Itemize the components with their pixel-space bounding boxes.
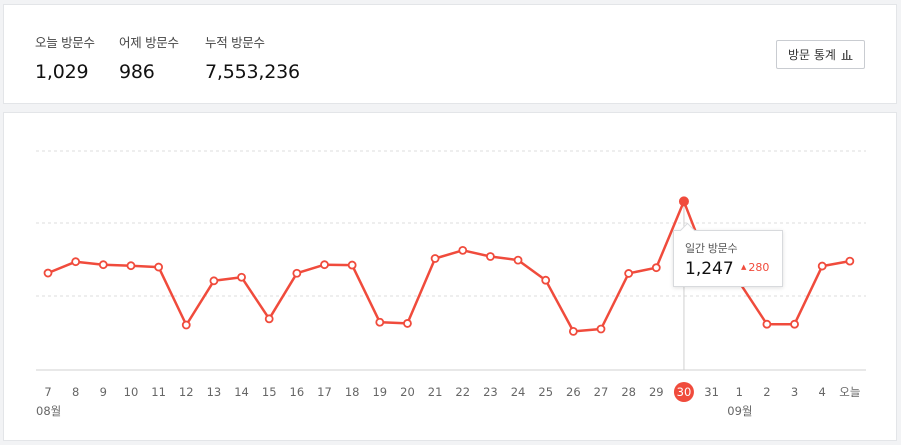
tooltip-label: 일간 방문수 (685, 242, 738, 255)
stat-total-label: 누적 방문수 (205, 35, 265, 50)
data-point (320, 260, 329, 270)
selected-tick-badge (673, 382, 694, 402)
x-tick-label: 14 (234, 385, 249, 399)
data-point (237, 272, 246, 282)
x-tick-label: 8 (72, 385, 79, 399)
chart-tooltip: 일간 방문수 1,247 ▲ 280 (673, 230, 783, 287)
data-point (154, 262, 164, 272)
x-tick-label: 3 (791, 385, 798, 399)
data-point (596, 324, 606, 334)
month-label: 09월 (727, 404, 752, 418)
stat-today-label: 오늘 방문수 (35, 35, 95, 50)
x-tick-label: 29 (649, 385, 664, 399)
data-point (651, 263, 661, 273)
x-tick-label: 12 (179, 385, 194, 399)
x-tick-label: 27 (594, 385, 609, 399)
x-tick-label: 28 (621, 385, 636, 399)
data-point (403, 319, 412, 328)
x-tick-label: 23 (483, 385, 498, 399)
data-point (790, 319, 799, 329)
stat-total-value: 7,553,236 (205, 61, 300, 83)
stat-today: 오늘 방문수 1,029 (35, 32, 95, 83)
x-tick-label: 오늘 (839, 385, 860, 399)
x-tick-label: 13 (207, 385, 222, 399)
data-point (568, 326, 578, 336)
x-tick-label: 21 (428, 385, 443, 399)
x-tick-label: 25 (538, 385, 553, 399)
x-tick-label: 9 (100, 385, 107, 399)
x-tick-label: 22 (455, 385, 470, 399)
bar-chart-icon (841, 50, 853, 60)
x-tick-label: 15 (262, 385, 277, 399)
data-point (485, 252, 495, 261)
data-point (458, 245, 468, 255)
stat-yesterday-value: 986 (119, 61, 155, 83)
x-tick-label: 26 (566, 385, 581, 399)
month-label: 08월 (36, 404, 61, 418)
data-point (209, 276, 219, 286)
x-tick-label: 4 (819, 385, 826, 399)
x-tick-label: 2 (763, 385, 770, 399)
stat-yesterday: 어제 방문수 986 (119, 32, 179, 83)
x-tick-label: 20 (400, 385, 415, 399)
stat-total: 누적 방문수 7,553,236 (205, 32, 300, 83)
data-point (71, 257, 81, 267)
data-point (375, 317, 385, 327)
data-point (126, 261, 136, 271)
data-point (347, 260, 357, 270)
data-point (817, 261, 827, 271)
x-tick-label: 19 (372, 385, 387, 399)
x-tick-label: 17 (317, 385, 332, 399)
data-point (845, 256, 855, 266)
tooltip-delta-value: 280 (748, 261, 770, 274)
x-tick-label: 10 (124, 385, 139, 399)
data-point (430, 254, 440, 263)
data-point (513, 255, 523, 265)
data-point (43, 268, 53, 278)
up-triangle-icon: ▲ (741, 263, 747, 271)
x-tick-label: 16 (290, 385, 305, 399)
chart-panel: 7 8 9 10 11 12 13 14 15 16 17 18 19 20 21 22 23 24 25 26 27 2… (3, 112, 897, 441)
data-point (181, 320, 191, 330)
x-tick-label: 7 (44, 385, 51, 399)
x-tick-label: 11 (151, 385, 166, 399)
data-point-selected (678, 196, 689, 207)
tooltip-value: 1,247 (685, 259, 734, 279)
data-point (624, 269, 634, 278)
data-point (541, 275, 551, 285)
x-tick-label: 31 (704, 385, 719, 399)
x-tick-label: 24 (511, 385, 526, 399)
data-point (264, 314, 274, 324)
stat-yesterday-label: 어제 방문수 (119, 35, 179, 50)
data-point (292, 268, 302, 278)
x-tick-label: 18 (345, 385, 360, 399)
data-point (762, 319, 772, 329)
visit-stats-button-label: 방문 통계 (788, 48, 836, 62)
tooltip-delta: ▲ 280 (741, 261, 769, 274)
visit-stats-button[interactable]: 방문 통계 (776, 40, 865, 69)
data-point (98, 260, 108, 270)
x-tick-label: 30 (677, 385, 692, 399)
summary-panel: 오늘 방문수 1,029 어제 방문수 986 누적 방문수 7,553,236… (3, 4, 897, 104)
stat-today-value: 1,029 (35, 61, 89, 83)
x-tick-label: 1 (736, 385, 743, 399)
